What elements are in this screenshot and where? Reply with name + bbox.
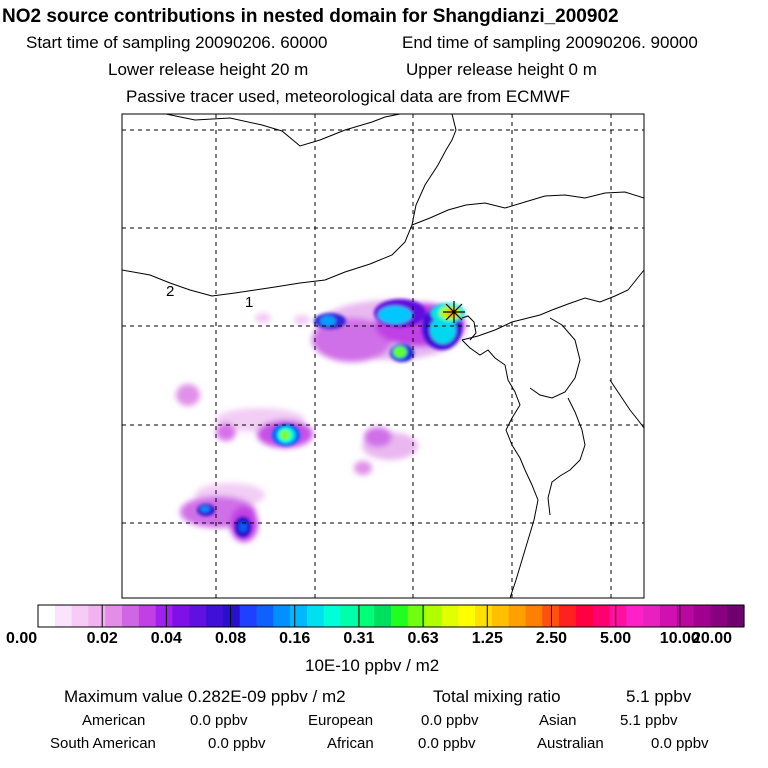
colorbar-cell (122, 605, 140, 627)
map-frame (121, 113, 645, 599)
colorbar-cell (374, 605, 392, 627)
region-name: Australian (537, 735, 604, 752)
colorbar-cell (491, 605, 510, 627)
total-mixing-value: 5.1 ppbv (626, 687, 692, 706)
region-name: Asian (539, 712, 577, 729)
upper-release-label: Upper release height 0 m (406, 60, 597, 79)
region-value: 0.0 ppbv (190, 712, 248, 729)
colorbar-cell (306, 605, 325, 627)
region-name: South American (50, 735, 156, 752)
colorbar-cell (155, 605, 174, 627)
colorbar-tick-label: 0.16 (279, 630, 311, 647)
colorbar-cell (693, 605, 711, 627)
lat-lon-grid (122, 114, 644, 598)
lower-release-label: Lower release height 20 m (108, 60, 309, 79)
colorbar-cell (290, 605, 308, 627)
colorbar-cell (525, 605, 543, 627)
colorbar-frame (37, 604, 745, 628)
region-value: 0.0 ppbv (651, 735, 709, 752)
total-mixing-label: Total mixing ratio (433, 687, 561, 706)
tracer-note: Passive tracer used, meteorological data… (126, 87, 571, 106)
colorbar-tick-label: 0.02 (86, 630, 118, 647)
colorbar-tick-label: 20.00 (692, 630, 733, 647)
colorbar-cell (273, 605, 291, 627)
concentration-core (197, 299, 465, 537)
colorbar-cell (424, 605, 443, 627)
chart-title: NO2 source contributions in nested domai… (2, 6, 619, 27)
colorbar-cell (222, 605, 241, 627)
colorbar (38, 605, 745, 627)
region-label-1: 1 (245, 294, 254, 311)
colorbar-cell (71, 605, 90, 627)
colorbar-cell (138, 605, 157, 627)
colorbar-cell (727, 605, 745, 627)
colorbar-tick-label: 2.50 (535, 630, 568, 647)
colorbar-tick-label: 0.04 (150, 630, 182, 647)
colorbar-cell (206, 605, 224, 627)
region-label-2: 2 (166, 283, 175, 300)
colorbar-unit: 10E-10 ppbv / m2 (305, 656, 440, 675)
colorbar-cell (357, 605, 375, 627)
receptor-marker-icon (443, 301, 465, 323)
colorbar-cell (592, 605, 611, 627)
colorbar-tick-label: 10.00 (659, 630, 700, 647)
colorbar-cell (458, 605, 476, 627)
region-name: African (327, 735, 374, 752)
colorbar-cell (340, 605, 358, 627)
colorbar-cell (676, 605, 695, 627)
colorbar-cell (38, 605, 56, 627)
region-name: European (308, 712, 374, 729)
colorbar-cell (54, 605, 73, 627)
colorbar-cell (575, 605, 594, 627)
colorbar-tick-label: 0.08 (214, 630, 247, 647)
colorbar-cell (239, 605, 258, 627)
region-name: American (82, 712, 146, 729)
colorbar-cell (643, 605, 661, 627)
colorbar-cell (105, 605, 123, 627)
colorbar-cell (391, 605, 409, 627)
colorbar-cell (441, 605, 459, 627)
colorbar-cell (659, 605, 678, 627)
coastline (122, 114, 644, 598)
colorbar-cell (508, 605, 527, 627)
colorbar-cell (609, 605, 627, 627)
colorbar-tick-label: 0.63 (407, 630, 439, 647)
end-time-label: End time of sampling 20090206. 90000 (402, 33, 698, 52)
region-value: 5.1 ppbv (620, 712, 678, 729)
colorbar-cell (256, 605, 274, 627)
colorbar-cell (88, 605, 106, 627)
colorbar-tick-label: 0.31 (343, 630, 375, 647)
colorbar-cell (559, 605, 577, 627)
start-time-label: Start time of sampling 20090206. 60000 (26, 33, 328, 52)
region-value: 0.0 ppbv (208, 735, 266, 752)
colorbar-cell (626, 605, 644, 627)
colorbar-tick-label: 5.00 (600, 630, 632, 647)
colorbar-cell (189, 605, 207, 627)
region-value: 0.0 ppbv (421, 712, 479, 729)
colorbar-cell (172, 605, 190, 627)
concentration-field (176, 300, 465, 542)
colorbar-tick-label: 0.00 (6, 630, 38, 647)
colorbar-cell (710, 605, 728, 627)
colorbar-tick-label: 1.25 (471, 630, 503, 647)
maximum-value-label: Maximum value 0.282E-09 ppbv / m2 (64, 687, 346, 706)
colorbar-cell (407, 605, 426, 627)
colorbar-cell (475, 605, 493, 627)
colorbar-cell (323, 605, 342, 627)
region-value: 0.0 ppbv (418, 735, 476, 752)
